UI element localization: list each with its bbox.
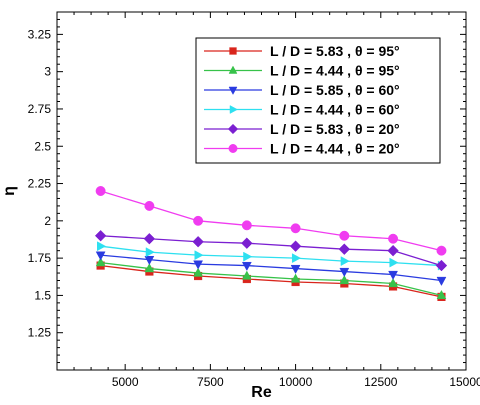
data-point	[144, 263, 155, 273]
data-point	[289, 240, 302, 252]
y-axis-ticks: 1.25 1.5 1.75 2 2.25 2.5 2.75 3 3.25	[28, 11, 466, 364]
data-point	[435, 259, 448, 272]
data-point	[436, 276, 447, 286]
data-point	[436, 289, 447, 300]
data-point	[241, 220, 252, 231]
data-point	[389, 257, 399, 268]
y-tick-label: 2.75	[28, 102, 52, 116]
data-point	[97, 241, 107, 252]
data-point	[241, 237, 253, 249]
legend-label: L / D = 5.85 , θ = 60°	[270, 82, 400, 98]
data-point	[388, 270, 398, 281]
data-point	[339, 267, 350, 278]
data-point	[144, 200, 155, 211]
y-axis-title: η	[1, 186, 18, 196]
data-point	[143, 232, 156, 245]
legend-entry: L / D = 5.83 , θ = 95°	[204, 43, 400, 59]
series-line	[100, 254, 442, 282]
data-point	[290, 264, 301, 275]
legend-label: L / D = 4.44 , θ = 95°	[270, 63, 400, 79]
legend-entry: L / D = 5.83 , θ = 20°	[204, 121, 400, 137]
y-tick-label: 1.75	[28, 251, 52, 265]
x-tick-label: 12500	[364, 375, 398, 389]
data-point	[241, 261, 252, 272]
data-point	[228, 86, 238, 95]
data-point	[241, 270, 252, 280]
legend-label: L / D = 5.83 , θ = 20°	[270, 121, 400, 137]
data-point	[95, 251, 106, 261]
data-point	[227, 123, 239, 135]
series-3	[95, 251, 447, 286]
legend-box	[195, 37, 441, 164]
data-point	[436, 245, 447, 256]
data-point	[338, 243, 351, 255]
y-tick-label: 2	[44, 214, 51, 228]
legend-entry: L / D = 4.44 , θ = 95°	[204, 63, 400, 79]
y-tick-label: 3.25	[28, 27, 52, 41]
data-point	[193, 267, 204, 277]
data-point	[290, 223, 301, 234]
data-point	[243, 251, 253, 262]
data-point	[194, 250, 204, 261]
legend-entry: L / D = 5.85 , θ = 60°	[204, 82, 400, 98]
legend-label: L / D = 5.83 , θ = 95°	[270, 43, 400, 59]
legend-entry: L / D = 4.44 , θ = 60°	[204, 102, 400, 118]
data-point	[290, 273, 301, 283]
legend-label: L / D = 4.44 , θ = 20°	[270, 141, 400, 157]
data-point	[388, 233, 399, 244]
y-tick-label: 1.5	[34, 288, 51, 302]
data-point	[340, 256, 350, 267]
data-point	[145, 247, 155, 258]
series-line	[100, 245, 442, 267]
x-tick-label: 7500	[197, 375, 224, 389]
plot-marks	[94, 186, 448, 301]
y-tick-label: 2.25	[28, 177, 52, 191]
series-line	[100, 261, 442, 297]
series-2	[95, 257, 447, 300]
y-tick-label: 3	[44, 65, 51, 79]
data-point	[193, 215, 204, 226]
data-point	[192, 235, 204, 248]
x-axis-title: Re	[251, 384, 272, 401]
data-point	[228, 65, 238, 74]
x-tick-label: 5000	[112, 375, 139, 389]
series-6	[95, 186, 447, 256]
data-point	[291, 253, 302, 264]
x-tick-label: 15000	[449, 375, 480, 389]
data-point	[193, 260, 204, 270]
data-point	[229, 105, 238, 114]
data-point	[387, 244, 399, 257]
data-point	[339, 275, 350, 285]
legend-label: L / D = 4.44 , θ = 60°	[270, 102, 400, 118]
data-point	[339, 230, 350, 241]
legend-entry: L / D = 4.44 , θ = 20°	[204, 141, 400, 157]
legend: L / D = 5.83 , θ = 95° L / D = 4.44 , θ =…	[195, 37, 441, 164]
x-axis-ticks: 5000 7500 10000 12500 15000	[73, 12, 480, 389]
data-point	[229, 47, 237, 55]
data-point	[388, 278, 398, 288]
series-line	[100, 190, 442, 252]
data-point	[95, 257, 106, 267]
series-line	[100, 235, 442, 267]
data-point	[228, 144, 238, 153]
series-line	[100, 264, 442, 298]
data-point	[95, 186, 106, 196]
data-point	[144, 255, 155, 266]
x-tick-label: 10000	[279, 375, 313, 389]
data-point	[94, 229, 107, 242]
y-tick-label: 2.5	[34, 139, 51, 153]
series-5	[94, 229, 448, 272]
y-tick-label: 1.25	[28, 326, 52, 340]
